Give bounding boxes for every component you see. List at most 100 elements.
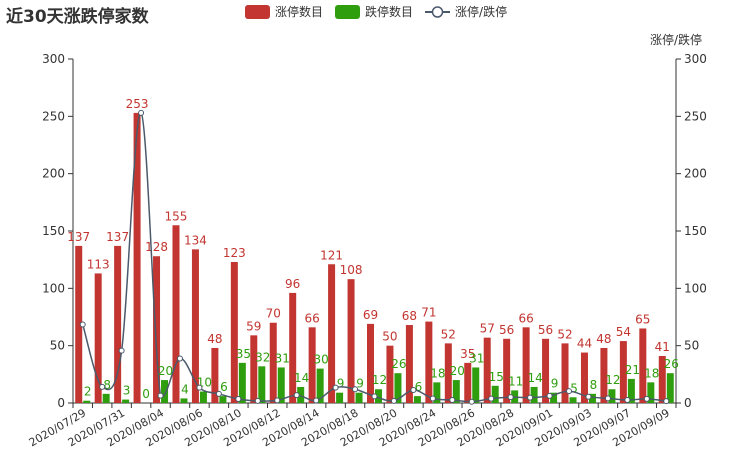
bar-limit-down: [413, 396, 421, 403]
ratio-point: [390, 397, 397, 404]
ratio-point: [138, 109, 145, 116]
data-label-limit-up: 137: [67, 230, 90, 244]
data-label-limit-down: 26: [391, 357, 406, 371]
data-label-limit-down: 12: [372, 373, 387, 387]
bar-limit-down: [316, 368, 324, 403]
y-right-tick-label: 150: [684, 224, 707, 238]
legend-line-icon: [425, 5, 451, 18]
data-label-limit-up: 123: [223, 246, 246, 260]
data-label-limit-up: 41: [655, 340, 670, 354]
data-label-limit-down: 20: [450, 364, 465, 378]
bar-limit-up: [191, 249, 199, 403]
bar-limit-down: [588, 393, 596, 403]
y-right-tick-label: 200: [684, 167, 707, 181]
data-label-limit-down: 11: [508, 374, 523, 388]
data-label-limit-down: 26: [664, 357, 679, 371]
bar-limit-down: [647, 382, 655, 403]
bar-limit-up: [600, 347, 608, 403]
bar-limit-down: [491, 385, 499, 403]
ratio-point: [604, 395, 611, 402]
bar-limit-down: [394, 373, 402, 403]
data-label-limit-down: 6: [415, 380, 423, 394]
bar-limit-down: [608, 389, 616, 403]
data-label-limit-down: 8: [590, 378, 598, 392]
bar-limit-down: [180, 398, 188, 403]
ratio-point: [254, 397, 261, 404]
bar-limit-down: [666, 373, 674, 403]
ratio-point: [196, 384, 203, 391]
bar-limit-down: [355, 392, 363, 403]
data-label-limit-up: 71: [421, 306, 436, 320]
ratio-line: [82, 112, 667, 403]
ratio-point: [293, 392, 300, 399]
y-left-tick-label: 50: [50, 339, 65, 353]
data-label-limit-up: 48: [596, 332, 611, 346]
chart-title: 近30天涨跌停家数: [6, 7, 149, 27]
data-label-limit-down: 20: [158, 364, 173, 378]
data-label-limit-down: 14: [294, 371, 309, 385]
data-label-limit-up: 66: [518, 311, 533, 325]
data-label-limit-down: 6: [220, 380, 228, 394]
data-label-limit-up: 108: [340, 263, 363, 277]
bar-limit-up: [328, 264, 336, 403]
data-label-limit-up: 128: [145, 240, 168, 254]
bar-limit-up: [483, 337, 491, 403]
bar-limit-down: [238, 362, 246, 403]
y-left-tick-label: 300: [42, 52, 65, 66]
ratio-point: [663, 398, 670, 405]
ratio-point: [235, 395, 242, 402]
legend-swatch-limit-up: [245, 4, 270, 19]
ratio-point: [507, 394, 514, 401]
legend-label-ratio: 涨停/跌停: [455, 5, 508, 19]
data-label-limit-down: 2: [84, 385, 92, 399]
data-label-limit-down: 12: [605, 373, 620, 387]
data-label-limit-up: 59: [246, 319, 261, 333]
bar-limit-up: [133, 112, 141, 403]
data-label-limit-up: 121: [320, 248, 343, 262]
y-left-tick-label: 250: [42, 109, 65, 123]
data-label-limit-down: 18: [430, 366, 445, 380]
data-label-limit-down: 8: [103, 378, 111, 392]
bar-limit-up: [464, 362, 472, 403]
y-left-tick-label: 200: [42, 167, 65, 181]
bar-limit-up: [230, 261, 238, 403]
legend-item-limit-down[interactable]: 跌停数目: [335, 3, 413, 20]
bar-limit-down: [102, 393, 110, 403]
bar-limit-up: [658, 355, 666, 403]
bar-limit-down: [472, 367, 480, 403]
bar-limit-down: [83, 400, 91, 403]
ratio-point: [99, 383, 106, 390]
bar-limit-down: [452, 380, 460, 403]
bar-limit-up: [75, 245, 83, 403]
data-label-limit-down: 32: [255, 350, 270, 364]
bar-limit-up: [619, 341, 627, 403]
legend-item-ratio[interactable]: 涨停/跌停: [425, 3, 507, 20]
data-label-limit-up: 50: [382, 330, 397, 344]
data-label-limit-down: 14: [527, 371, 542, 385]
bar-limit-down: [277, 367, 285, 403]
data-label-limit-up: 65: [635, 312, 650, 326]
data-label-limit-up: 68: [402, 309, 417, 323]
data-label-limit-up: 57: [480, 322, 495, 336]
legend-item-limit-up[interactable]: 涨停数目: [245, 3, 323, 20]
data-label-limit-up: 66: [305, 311, 320, 325]
ratio-point: [352, 386, 359, 393]
ratio-point: [118, 347, 125, 354]
y-left-tick-label: 100: [42, 281, 65, 295]
bar-limit-up: [542, 338, 550, 403]
ratio-point: [215, 390, 222, 397]
bar-limit-up: [172, 225, 180, 403]
bar-limit-down: [530, 386, 538, 403]
ratio-point: [468, 398, 475, 405]
bar-limit-up: [289, 292, 297, 403]
data-label-limit-down: 21: [625, 363, 640, 377]
ratio-point: [157, 392, 164, 399]
bar-limit-up: [211, 347, 219, 403]
data-label-limit-down: 5: [570, 381, 578, 395]
bar-limit-down: [569, 397, 577, 403]
bar-limit-down: [297, 386, 305, 403]
ratio-point: [371, 393, 378, 400]
legend: 涨停数目 跌停数目 涨停/跌停: [245, 3, 519, 20]
data-label-limit-up: 69: [363, 308, 378, 322]
data-label-limit-down: 15: [489, 370, 504, 384]
